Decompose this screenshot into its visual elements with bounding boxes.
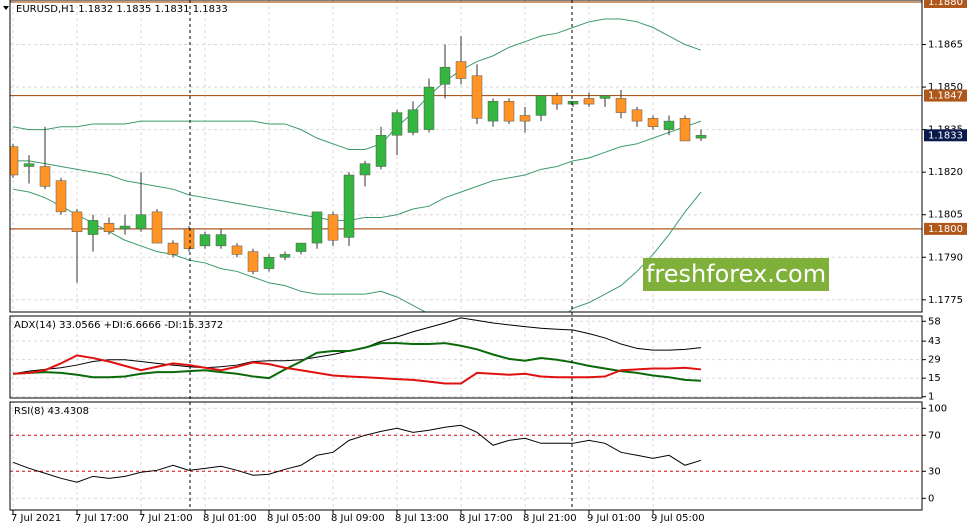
level-box — [924, 0, 967, 8]
x-tick-label: 9 Jul 05:00 — [651, 513, 705, 524]
candle-body — [535, 95, 547, 116]
candle-body — [487, 101, 499, 122]
series-line — [12, 188, 702, 312]
candle-body — [679, 118, 691, 142]
series-line — [12, 424, 702, 483]
y-tick-label: 43 — [928, 336, 941, 347]
candle-body — [135, 214, 147, 230]
candle-body — [519, 115, 531, 122]
y-tick-label: 1.1850 — [928, 82, 963, 93]
y-tick-label: 15 — [928, 373, 941, 384]
candle-body — [327, 214, 339, 241]
candle-body — [231, 245, 243, 255]
candle-body — [311, 211, 323, 244]
y-tick-label: 1.1820 — [928, 167, 963, 178]
plot-area — [10, 1, 922, 312]
panel-title: ADX(14) 33.0566 +DI:6.6666 -DI:15.3372 — [14, 320, 223, 331]
candle-body — [119, 225, 131, 230]
x-tick-label: 8 Jul 21:00 — [523, 513, 577, 524]
candle-body — [23, 163, 35, 167]
current-price-label: 1.1833 — [928, 130, 963, 141]
x-tick-label: 7 Jul 2021 — [11, 513, 61, 524]
x-tick-label: 7 Jul 21:00 — [139, 513, 193, 524]
x-tick-label: 8 Jul 17:00 — [459, 513, 513, 524]
y-tick-label: 29 — [928, 355, 941, 366]
candle-body — [663, 120, 675, 130]
x-tick-label: 7 Jul 17:00 — [75, 513, 129, 524]
candle-body — [695, 135, 707, 139]
x-tick-label: 8 Jul 01:00 — [203, 513, 257, 524]
x-tick-label: 8 Jul 09:00 — [331, 513, 385, 524]
candle-body — [423, 86, 435, 130]
y-tick-label: 70 — [928, 430, 941, 441]
candle-body — [39, 166, 51, 187]
level-label: 1.1847 — [928, 91, 963, 102]
series-line — [13, 120, 702, 221]
candle-body — [343, 174, 355, 238]
y-tick-label: 1.1805 — [928, 210, 963, 221]
y-tick-label: 1.1790 — [928, 252, 963, 263]
candle-body — [455, 61, 467, 79]
candle-body — [295, 242, 307, 252]
candle-body — [631, 109, 643, 122]
candle-body — [615, 98, 627, 113]
candle-body — [55, 180, 67, 213]
y-tick-label: 1 — [928, 392, 934, 403]
watermark: freshforex.com — [646, 260, 826, 288]
y-tick-label: 30 — [928, 466, 941, 477]
candle-body — [375, 135, 387, 167]
panel-frame — [9, 401, 923, 511]
candle-body — [503, 101, 515, 122]
panel-frame — [9, 315, 923, 399]
level-label: 1.1880 — [928, 0, 963, 8]
current-price-box — [924, 129, 967, 142]
candle-body — [439, 66, 451, 85]
series-line — [12, 354, 702, 385]
watermark-box — [643, 258, 829, 291]
series-line — [12, 18, 702, 150]
level-box — [924, 89, 967, 102]
plot-area — [10, 317, 922, 398]
candle-body — [599, 95, 611, 99]
x-tick-label: 8 Jul 05:00 — [267, 513, 321, 524]
menu-arrow — [3, 6, 9, 10]
panel-frame — [9, 0, 923, 313]
candle-body — [151, 211, 163, 244]
x-tick-label: 8 Jul 13:00 — [395, 513, 449, 524]
y-tick-label: 58 — [928, 316, 941, 327]
plot-area — [10, 407, 922, 499]
level-label: 1.1800 — [928, 224, 963, 235]
candle-body — [87, 220, 99, 235]
y-tick-label: 0 — [928, 493, 934, 504]
series-line — [12, 342, 702, 382]
candle-body — [215, 234, 227, 247]
candle-body — [199, 234, 211, 247]
candle-body — [71, 211, 83, 232]
candle-body — [471, 75, 483, 119]
panel-title: EURUSD,H1 1.1832 1.1835 1.1831 1.1833 — [16, 4, 228, 15]
candle-body — [247, 251, 259, 272]
candle-body — [567, 101, 579, 105]
candle-body — [10, 146, 19, 176]
y-tick-label: 100 — [928, 403, 947, 414]
x-tick-label: 9 Jul 01:00 — [587, 513, 641, 524]
candle-body — [407, 109, 419, 133]
candle-body — [279, 254, 291, 258]
panel-title: RSI(8) 43.4308 — [14, 406, 89, 417]
level-box — [924, 222, 967, 235]
candle-body — [583, 98, 595, 105]
y-tick-label: 1.1775 — [928, 295, 963, 306]
candle-body — [551, 95, 563, 105]
candle-body — [391, 112, 403, 136]
y-tick-label: 1.1865 — [928, 40, 963, 51]
candle-body — [167, 242, 179, 255]
candle-body — [103, 222, 115, 232]
candle-body — [183, 228, 195, 249]
candle-body — [263, 257, 275, 269]
candle-body — [359, 163, 371, 176]
candle-body — [647, 118, 659, 128]
